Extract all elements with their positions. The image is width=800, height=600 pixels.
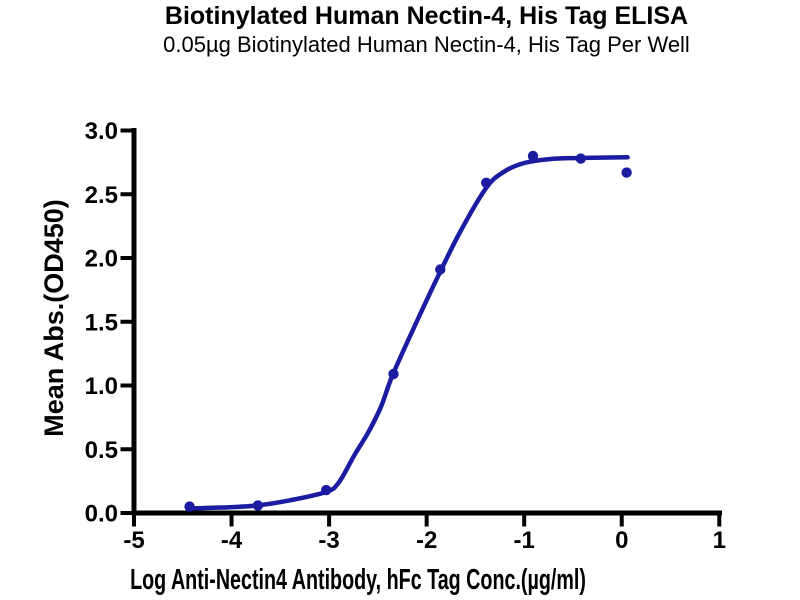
chart-subtitle: 0.05µg Biotinylated Human Nectin-4, His … bbox=[163, 32, 690, 57]
chart-title: Biotinylated Human Nectin-4, His Tag ELI… bbox=[164, 2, 689, 30]
data-point bbox=[184, 501, 195, 512]
x-tick-label: 1 bbox=[713, 527, 726, 554]
data-point bbox=[252, 500, 264, 511]
y-tick-label: 0.0 bbox=[85, 501, 118, 528]
y-axis-label: Mean Abs.(OD450) bbox=[39, 199, 69, 437]
data-point bbox=[575, 153, 586, 164]
data-points bbox=[184, 150, 632, 512]
y-tick-label: 2.5 bbox=[85, 182, 118, 209]
x-tick-label: -1 bbox=[514, 527, 535, 554]
x-axis-ticks: -5 -4 -3 -2 -1 0 1 bbox=[123, 515, 726, 554]
fit-curve bbox=[185, 155, 630, 511]
y-tick-label: 2.0 bbox=[85, 246, 118, 273]
y-tick-label: 0.5 bbox=[85, 437, 118, 464]
data-point bbox=[321, 484, 332, 496]
x-tick-label: -4 bbox=[221, 527, 243, 554]
data-point bbox=[527, 150, 539, 162]
x-tick-label: -2 bbox=[416, 527, 437, 554]
x-axis-label: Log Anti-Nectin4 Antibody, hFc Tag Conc.… bbox=[130, 564, 586, 596]
y-tick-label: 1.0 bbox=[85, 373, 118, 400]
y-tick-label: 1.5 bbox=[85, 309, 118, 336]
figure-header: Biotinylated Human Nectin-4, His Tag ELI… bbox=[53, 1, 800, 59]
y-axis-ticks: 0.0 0.5 1.0 1.5 2.0 2.5 3.0 bbox=[85, 118, 132, 528]
x-tick-label: -3 bbox=[318, 527, 339, 554]
y-tick-label: 3.0 bbox=[85, 118, 118, 145]
x-tick-label: 0 bbox=[615, 527, 628, 554]
axes bbox=[131, 128, 722, 516]
x-tick-label: -5 bbox=[123, 527, 144, 554]
data-point bbox=[481, 177, 492, 188]
data-point bbox=[435, 264, 446, 275]
data-point bbox=[388, 368, 399, 380]
data-point bbox=[621, 167, 632, 178]
